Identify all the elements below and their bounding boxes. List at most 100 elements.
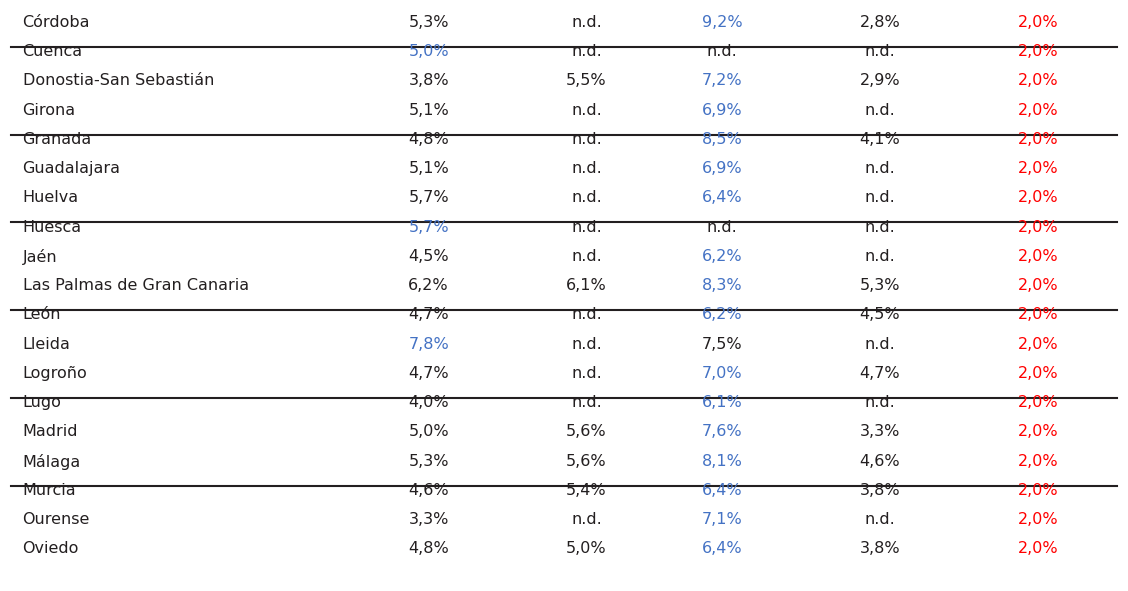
- Text: n.d.: n.d.: [864, 512, 896, 527]
- Text: 4,1%: 4,1%: [860, 132, 900, 147]
- Text: Huesca: Huesca: [23, 220, 81, 235]
- Text: 6,2%: 6,2%: [702, 249, 742, 264]
- Text: 5,7%: 5,7%: [408, 220, 449, 235]
- Text: n.d.: n.d.: [571, 307, 602, 322]
- Text: n.d.: n.d.: [571, 512, 602, 527]
- Text: 2,0%: 2,0%: [1017, 249, 1058, 264]
- Text: Oviedo: Oviedo: [23, 541, 79, 556]
- Text: 8,5%: 8,5%: [702, 132, 742, 147]
- Text: n.d.: n.d.: [571, 366, 602, 381]
- Text: 5,3%: 5,3%: [408, 15, 449, 30]
- Text: 2,0%: 2,0%: [1017, 161, 1058, 176]
- Text: 6,4%: 6,4%: [702, 190, 742, 205]
- Text: 5,3%: 5,3%: [860, 278, 900, 293]
- Text: 3,8%: 3,8%: [860, 483, 900, 498]
- Text: 4,5%: 4,5%: [408, 249, 449, 264]
- Text: 2,0%: 2,0%: [1017, 307, 1058, 322]
- Text: 5,4%: 5,4%: [566, 483, 607, 498]
- Text: n.d.: n.d.: [864, 220, 896, 235]
- Text: 4,0%: 4,0%: [408, 395, 449, 410]
- Text: 5,0%: 5,0%: [408, 44, 449, 59]
- Text: n.d.: n.d.: [571, 190, 602, 205]
- Text: 4,7%: 4,7%: [408, 307, 449, 322]
- Text: Ourense: Ourense: [23, 512, 90, 527]
- Text: n.d.: n.d.: [864, 395, 896, 410]
- Text: 6,9%: 6,9%: [702, 161, 742, 176]
- Text: n.d.: n.d.: [706, 44, 738, 59]
- Text: 3,8%: 3,8%: [860, 541, 900, 556]
- Text: n.d.: n.d.: [864, 103, 896, 118]
- Text: Cuenca: Cuenca: [23, 44, 82, 59]
- Text: n.d.: n.d.: [864, 161, 896, 176]
- Text: 7,2%: 7,2%: [702, 73, 742, 88]
- Text: 2,0%: 2,0%: [1017, 15, 1058, 30]
- Text: Guadalajara: Guadalajara: [23, 161, 121, 176]
- Text: 2,0%: 2,0%: [1017, 44, 1058, 59]
- Text: 2,0%: 2,0%: [1017, 424, 1058, 439]
- Text: 3,3%: 3,3%: [860, 424, 900, 439]
- Text: 3,3%: 3,3%: [408, 512, 449, 527]
- Text: 5,0%: 5,0%: [566, 541, 607, 556]
- Text: 4,7%: 4,7%: [860, 366, 900, 381]
- Text: n.d.: n.d.: [571, 132, 602, 147]
- Text: 2,0%: 2,0%: [1017, 190, 1058, 205]
- Text: n.d.: n.d.: [571, 249, 602, 264]
- Text: n.d.: n.d.: [864, 44, 896, 59]
- Text: 7,5%: 7,5%: [702, 337, 742, 352]
- Text: 5,3%: 5,3%: [408, 454, 449, 469]
- Text: 4,7%: 4,7%: [408, 366, 449, 381]
- Text: 2,0%: 2,0%: [1017, 337, 1058, 352]
- Text: 5,5%: 5,5%: [566, 73, 607, 88]
- Text: 2,9%: 2,9%: [860, 73, 900, 88]
- Text: n.d.: n.d.: [571, 15, 602, 30]
- Text: 2,0%: 2,0%: [1017, 103, 1058, 118]
- Text: 2,0%: 2,0%: [1017, 483, 1058, 498]
- Text: 5,6%: 5,6%: [566, 424, 607, 439]
- Text: 4,8%: 4,8%: [408, 132, 449, 147]
- Text: 8,1%: 8,1%: [702, 454, 742, 469]
- Text: 7,6%: 7,6%: [702, 424, 742, 439]
- Text: n.d.: n.d.: [571, 103, 602, 118]
- Text: Girona: Girona: [23, 103, 76, 118]
- Text: 2,0%: 2,0%: [1017, 512, 1058, 527]
- Text: n.d.: n.d.: [571, 395, 602, 410]
- Text: 6,1%: 6,1%: [566, 278, 607, 293]
- Text: Jaén: Jaén: [23, 249, 58, 265]
- Text: Madrid: Madrid: [23, 424, 78, 439]
- Text: 6,2%: 6,2%: [408, 278, 449, 293]
- Text: Donostia-San Sebastián: Donostia-San Sebastián: [23, 73, 214, 88]
- Text: 4,8%: 4,8%: [408, 541, 449, 556]
- Text: Las Palmas de Gran Canaria: Las Palmas de Gran Canaria: [23, 278, 248, 293]
- Text: Logroño: Logroño: [23, 366, 87, 381]
- Text: n.d.: n.d.: [571, 161, 602, 176]
- Text: 5,0%: 5,0%: [408, 424, 449, 439]
- Text: 6,2%: 6,2%: [702, 307, 742, 322]
- Text: n.d.: n.d.: [864, 249, 896, 264]
- Text: 2,0%: 2,0%: [1017, 366, 1058, 381]
- Text: 2,0%: 2,0%: [1017, 132, 1058, 147]
- Text: Lleida: Lleida: [23, 337, 70, 352]
- Text: 4,6%: 4,6%: [408, 483, 449, 498]
- Text: 4,5%: 4,5%: [860, 307, 900, 322]
- Text: 9,2%: 9,2%: [702, 15, 742, 30]
- Text: 2,0%: 2,0%: [1017, 454, 1058, 469]
- Text: Huelva: Huelva: [23, 190, 79, 205]
- Text: 5,7%: 5,7%: [408, 190, 449, 205]
- Text: n.d.: n.d.: [864, 337, 896, 352]
- Text: 5,1%: 5,1%: [408, 103, 449, 118]
- Text: n.d.: n.d.: [706, 220, 738, 235]
- Text: 8,3%: 8,3%: [702, 278, 742, 293]
- Text: Córdoba: Córdoba: [23, 15, 90, 30]
- Text: Lugo: Lugo: [23, 395, 61, 410]
- Text: 7,1%: 7,1%: [702, 512, 742, 527]
- Text: 7,0%: 7,0%: [702, 366, 742, 381]
- Text: 2,0%: 2,0%: [1017, 278, 1058, 293]
- Text: 3,8%: 3,8%: [408, 73, 449, 88]
- Text: n.d.: n.d.: [864, 190, 896, 205]
- Text: 6,4%: 6,4%: [702, 483, 742, 498]
- Text: 2,0%: 2,0%: [1017, 73, 1058, 88]
- Text: 2,0%: 2,0%: [1017, 541, 1058, 556]
- Text: León: León: [23, 307, 61, 322]
- Text: 7,8%: 7,8%: [408, 337, 449, 352]
- Text: n.d.: n.d.: [571, 44, 602, 59]
